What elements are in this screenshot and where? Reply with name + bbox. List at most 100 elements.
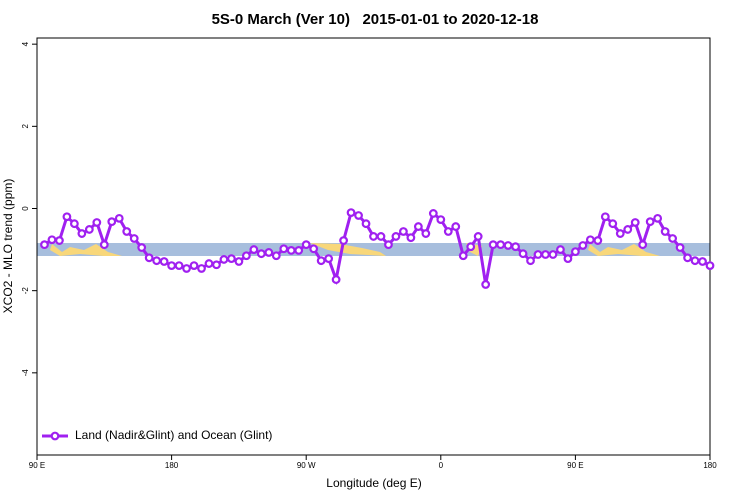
- data-point: [99, 240, 109, 250]
- data-point: [167, 261, 177, 271]
- data-point: [286, 246, 296, 255]
- data-point: [563, 254, 573, 264]
- data-point: [227, 254, 236, 264]
- data-point: [593, 236, 603, 245]
- y-tick-label: -4: [21, 369, 30, 377]
- data-point: [705, 261, 715, 271]
- data-point: [189, 261, 199, 271]
- data-point: [481, 280, 491, 289]
- legend-label: Land (Nadir&Glint) and Ocean (Glint): [75, 428, 272, 442]
- y-tick-label: 2: [21, 124, 30, 129]
- x-tick-label: 90 W: [297, 461, 316, 470]
- data-point: [309, 244, 319, 254]
- y-tick-label: 4: [21, 41, 30, 46]
- data-point: [443, 227, 453, 236]
- data-point: [653, 213, 663, 223]
- data-point: [451, 222, 461, 231]
- data-point: [518, 249, 528, 259]
- data-point: [533, 250, 543, 259]
- data-point: [47, 235, 57, 245]
- data-point: [174, 261, 184, 271]
- x-tick-label: 0: [439, 461, 444, 470]
- legend-marker: [50, 431, 60, 441]
- data-point: [638, 240, 648, 250]
- data-point: [615, 229, 625, 238]
- data-point: [428, 209, 438, 218]
- data-point: [182, 264, 191, 273]
- data-point: [399, 227, 408, 236]
- data-point: [77, 229, 87, 238]
- data-point: [316, 256, 326, 266]
- data-point: [488, 240, 498, 250]
- x-tick-label: 180: [165, 461, 179, 470]
- data-point: [137, 243, 147, 252]
- data-point: [219, 255, 229, 264]
- data-point: [585, 235, 595, 245]
- land-patch: [310, 243, 386, 256]
- data-point: [114, 213, 124, 223]
- data-point: [361, 219, 371, 229]
- data-point: [436, 215, 446, 224]
- data-point: [249, 245, 259, 254]
- data-point: [690, 256, 700, 266]
- data-point: [256, 249, 266, 259]
- data-point: [107, 217, 117, 227]
- data-point: [698, 257, 707, 266]
- y-tick-label: -2: [21, 287, 30, 295]
- x-tick-label: 180: [703, 461, 717, 470]
- data-point: [212, 260, 221, 270]
- data-point: [608, 219, 618, 229]
- x-tick-label: 90 E: [567, 461, 583, 470]
- data-point: [556, 245, 565, 254]
- data-point: [578, 241, 588, 250]
- data-point: [122, 227, 132, 236]
- data-point: [144, 253, 154, 263]
- data-point: [62, 212, 72, 222]
- data-point: [69, 219, 79, 229]
- data-point: [301, 240, 311, 250]
- data-point: [234, 257, 244, 266]
- data-point: [623, 225, 633, 234]
- data-point: [384, 240, 393, 250]
- x-axis-label: Longitude (deg E): [326, 476, 421, 490]
- y-axis-label: XCO2 - MLO trend (ppm): [1, 179, 15, 314]
- data-point: [159, 257, 169, 266]
- data-point: [294, 246, 304, 255]
- data-point: [354, 211, 363, 220]
- data-point: [369, 232, 378, 241]
- data-point: [473, 232, 483, 241]
- data-point: [129, 234, 139, 243]
- data-point: [339, 236, 348, 245]
- data-point: [630, 218, 640, 227]
- data-point: [279, 244, 289, 254]
- x-tick-label: 90 E: [29, 461, 45, 470]
- data-point: [55, 236, 64, 245]
- data-point: [421, 229, 431, 238]
- data-point: [668, 234, 678, 243]
- data-point: [324, 254, 334, 264]
- data-point: [645, 217, 655, 227]
- data-point: [466, 242, 476, 252]
- data-point: [571, 247, 580, 257]
- plot-frame: [36, 37, 711, 456]
- data-point: [511, 242, 520, 252]
- data-point: [204, 259, 214, 268]
- data-point: [413, 222, 423, 231]
- data-point: [40, 240, 49, 250]
- data-point: [152, 256, 162, 266]
- data-point: [271, 251, 281, 261]
- land-patch: [50, 244, 122, 256]
- data-point: [264, 248, 274, 257]
- data-point: [406, 233, 416, 243]
- data-point: [496, 240, 506, 250]
- data-point: [675, 243, 685, 252]
- data-point: [600, 212, 610, 222]
- data-point: [197, 264, 206, 273]
- data-point: [84, 225, 94, 234]
- data-point: [346, 208, 356, 218]
- data-point: [458, 251, 468, 261]
- data-point: [660, 227, 670, 236]
- data-point: [683, 253, 692, 263]
- data-point: [241, 251, 251, 261]
